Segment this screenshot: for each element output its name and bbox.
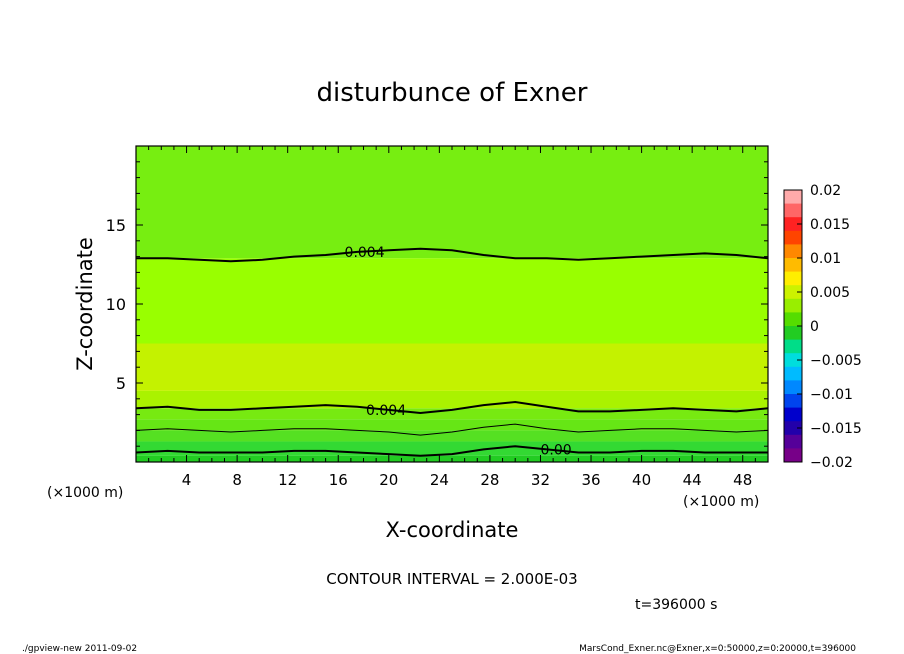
colorbar-swatch	[784, 244, 802, 259]
x-tick-label: 24	[430, 471, 449, 489]
y-tick-label: 15	[106, 216, 126, 235]
contour-line	[135, 423, 769, 436]
colorbar-label: 0.01	[810, 251, 841, 267]
footer-program-date: ./gpview-new 2011-09-02	[22, 644, 137, 654]
x-tick-label: 36	[581, 471, 600, 489]
y-tick-label: 5	[116, 374, 126, 393]
time-label: t=396000 s	[635, 597, 717, 613]
colorbar: 0.02 0.015 0.01 0.005 0 −0.005 −0.01 −0.015 −0.0…	[783, 183, 862, 471]
colorbar-swatch	[784, 434, 802, 449]
contour-interval-note: CONTOUR INTERVAL = 2.000E-03	[326, 570, 577, 588]
colorbar-label: 0.02	[810, 183, 841, 199]
colorbar-swatch	[784, 339, 802, 354]
x-tick-label: 48	[733, 471, 752, 489]
x-unit-label: (×1000 m)	[683, 494, 759, 510]
contour-fill-band	[136, 146, 768, 259]
colorbar-swatch	[784, 298, 802, 313]
footer-file-info: MarsCond_Exner.nc@Exner,x=0:50000,z=0:20…	[579, 644, 856, 654]
colorbar-label: 0.015	[810, 217, 850, 233]
y-tick-label: 10	[106, 295, 126, 314]
contour-labels: 0.004 0.004 0.00	[345, 245, 572, 459]
colorbar-label: −0.01	[810, 387, 853, 403]
contour-label: 0.004	[345, 245, 385, 261]
colorbar-swatch	[784, 271, 802, 286]
contour-fill-band	[136, 390, 768, 409]
x-tick-label: 8	[232, 471, 242, 489]
x-axis-ticks: 4 8 12 16 20 24 28 32 36 40 44 48	[148, 146, 756, 489]
colorbar-swatch	[784, 190, 802, 205]
colorbar-label: −0.005	[810, 353, 862, 369]
contour-fill-band	[136, 258, 768, 344]
colorbar-swatch	[784, 421, 802, 436]
colorbar-label: −0.02	[810, 455, 853, 471]
x-tick-label: 28	[480, 471, 499, 489]
colorbar-swatch	[784, 230, 802, 245]
contour-fill-band	[136, 419, 768, 431]
contour-fill-band	[136, 408, 768, 420]
y-axis-ticks: 5 10 15	[106, 161, 768, 447]
x-tick-label: 44	[683, 471, 702, 489]
colorbar-swatch	[784, 448, 802, 463]
contour-label: 0.004	[366, 403, 406, 419]
colorbar-swatch	[784, 394, 802, 409]
colorbar-swatch	[784, 353, 802, 368]
colorbar-swatch	[784, 203, 802, 218]
colorbar-swatch	[784, 326, 802, 341]
x-tick-label: 32	[531, 471, 550, 489]
x-tick-label: 20	[379, 471, 398, 489]
y-unit-label: (×1000 m)	[47, 485, 123, 501]
contour-fill-band	[136, 430, 768, 442]
x-tick-label: 4	[182, 471, 192, 489]
contour-line	[135, 445, 768, 457]
chart-title: disturbunce of Exner	[317, 78, 588, 108]
x-tick-label: 16	[329, 471, 348, 489]
filled-contour-area	[136, 146, 768, 462]
colorbar-swatch	[784, 312, 802, 327]
colorbar-swatch	[784, 285, 802, 300]
colorbar-label: 0.005	[810, 285, 850, 301]
contour-label: 0.00	[540, 442, 571, 458]
colorbar-label: −0.015	[810, 421, 862, 437]
colorbar-label: 0	[810, 319, 819, 335]
colorbar-swatch	[784, 407, 802, 422]
colorbar-swatch	[784, 380, 802, 395]
contour-line	[136, 247, 769, 263]
x-axis-label: X-coordinate	[386, 518, 519, 542]
contour-fill-band	[136, 343, 768, 391]
colorbar-swatch	[784, 217, 802, 232]
x-tick-label: 40	[632, 471, 651, 489]
contour-lines	[135, 247, 769, 457]
colorbar-swatch	[784, 258, 802, 273]
x-tick-label: 12	[278, 471, 297, 489]
contour-line	[135, 400, 769, 415]
y-axis-label: Z-coordinate	[73, 237, 97, 371]
colorbar-swatch	[784, 366, 802, 381]
